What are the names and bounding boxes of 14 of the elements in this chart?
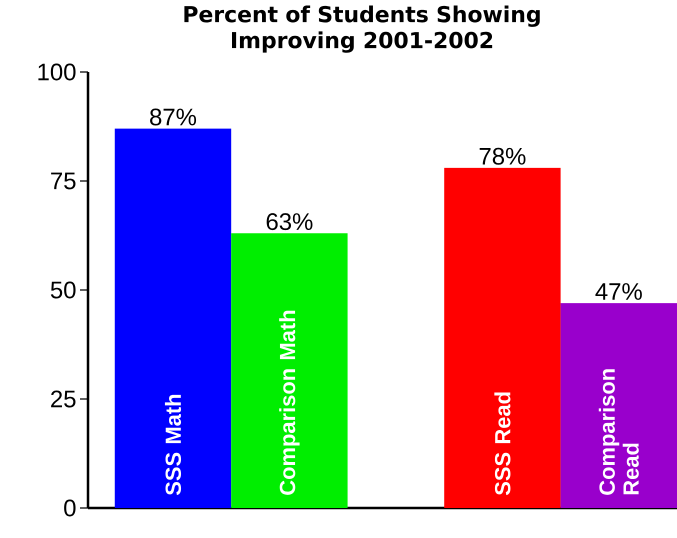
y-tick-label: 75 [51, 172, 76, 190]
chart-title: Percent of Students Showing Improving 2001-2002 [184, 6, 540, 53]
y-tick-label: 25 [51, 390, 76, 408]
x-tick-label: SSS Read [494, 392, 510, 496]
y-tick-label: 0 [64, 500, 76, 516]
x-tick-label: SSS Math [164, 394, 182, 496]
data-label: 87% [150, 108, 196, 126]
x-tick-label: Comparison Math [279, 310, 300, 495]
data-label: 63% [266, 213, 312, 230]
x-tick-label: Comparison Read [598, 369, 639, 495]
y-tick-label: 50 [50, 282, 76, 298]
data-label: 47% [595, 283, 642, 300]
y-tick-label: 100 [38, 64, 76, 80]
data-label: 78% [480, 148, 526, 165]
